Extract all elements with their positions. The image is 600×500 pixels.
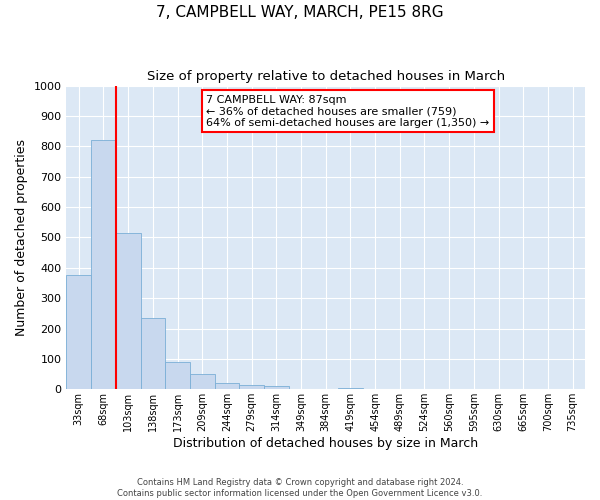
Y-axis label: Number of detached properties: Number of detached properties <box>15 139 28 336</box>
Bar <box>140 318 165 390</box>
Text: Contains HM Land Registry data © Crown copyright and database right 2024.
Contai: Contains HM Land Registry data © Crown c… <box>118 478 482 498</box>
Title: Size of property relative to detached houses in March: Size of property relative to detached ho… <box>146 70 505 83</box>
Bar <box>67 276 91 390</box>
Bar <box>91 140 116 390</box>
Text: 7, CAMPBELL WAY, MARCH, PE15 8RG: 7, CAMPBELL WAY, MARCH, PE15 8RG <box>156 5 444 20</box>
Bar <box>190 374 215 390</box>
X-axis label: Distribution of detached houses by size in March: Distribution of detached houses by size … <box>173 437 478 450</box>
Bar <box>239 384 264 390</box>
Bar <box>338 388 363 390</box>
Text: 7 CAMPBELL WAY: 87sqm
← 36% of detached houses are smaller (759)
64% of semi-det: 7 CAMPBELL WAY: 87sqm ← 36% of detached … <box>206 94 490 128</box>
Bar <box>264 386 289 390</box>
Bar <box>215 383 239 390</box>
Bar <box>116 233 140 390</box>
Bar <box>165 362 190 390</box>
